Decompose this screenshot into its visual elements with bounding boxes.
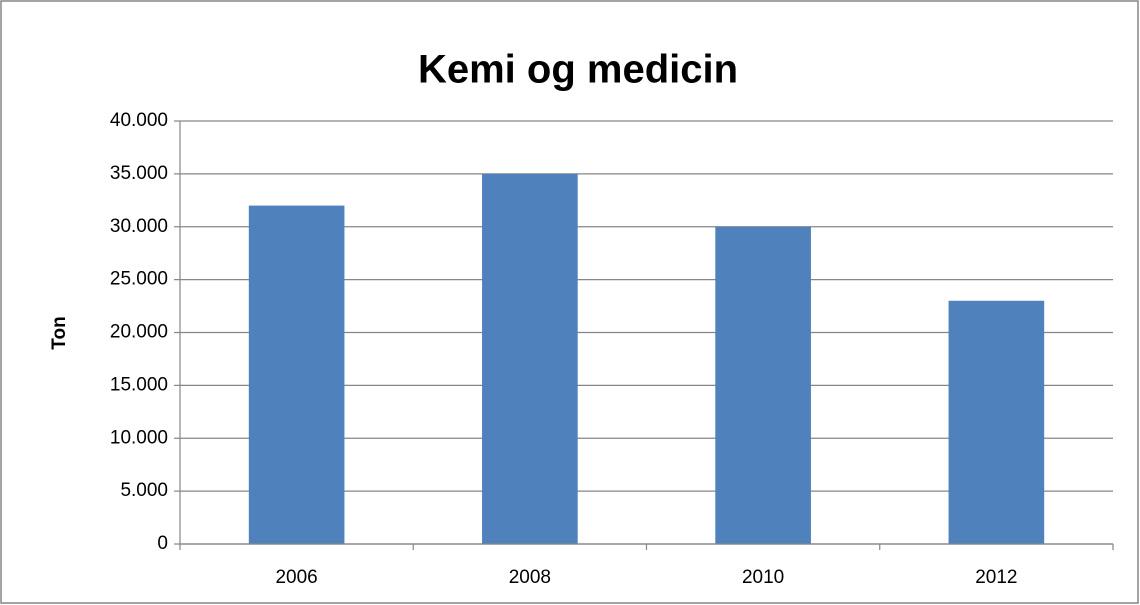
bar [248,205,345,544]
x-tick-label: 2008 [509,567,551,588]
chart-title: Kemi og medicin [418,48,738,92]
bar [948,300,1045,544]
x-tick-label: 2010 [742,567,784,588]
x-tick-label: 2006 [275,567,317,588]
y-tick-label: 25.000 [110,269,168,290]
x-tick-label: 2012 [975,567,1017,588]
y-tick-label: 35.000 [110,163,168,184]
y-tick-label: 30.000 [110,216,168,237]
y-tick-label: 0 [157,533,168,554]
bar [482,173,578,544]
y-axis-label: Ton [49,316,70,349]
y-tick-label: 10.000 [110,427,168,448]
bar [715,226,811,544]
y-tick-label: 15.000 [110,374,168,395]
y-tick-label: 5.000 [120,480,168,501]
y-tick-label: 40.000 [110,110,168,131]
y-tick-label: 20.000 [110,322,168,343]
